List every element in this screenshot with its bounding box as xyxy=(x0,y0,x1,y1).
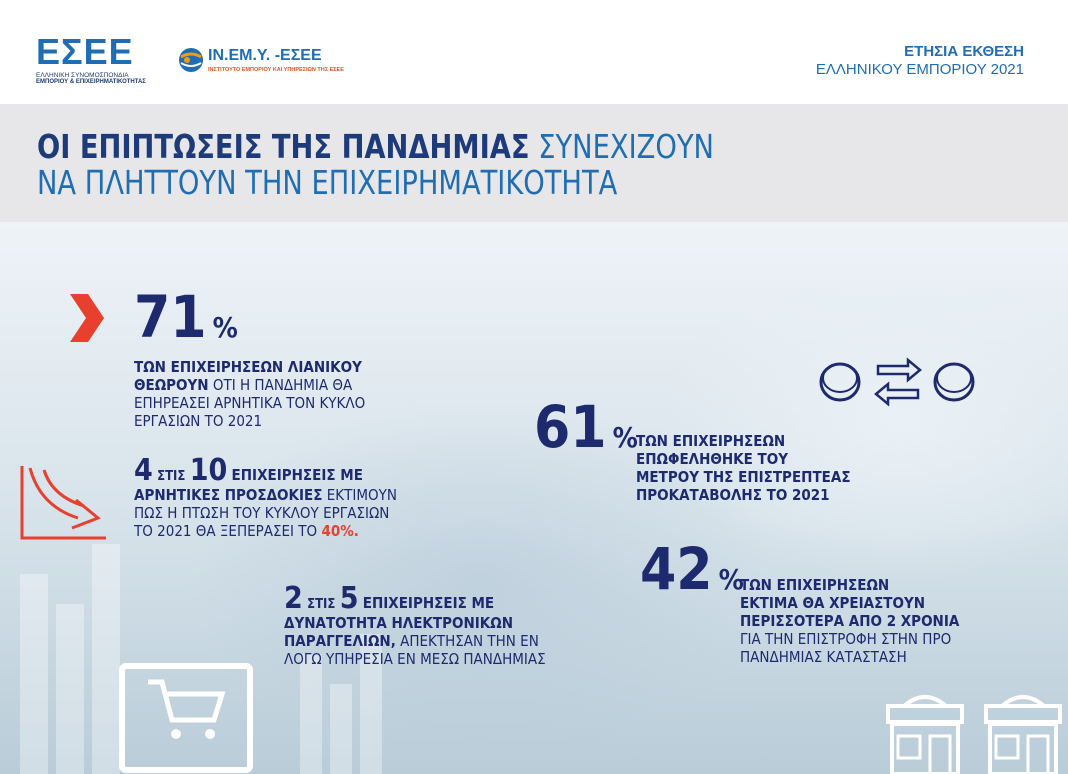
header: ΕΣΕΕ ΕΛΛΗΝΙΚΗ ΣΥΝΟΜΟΣΠΟΝΔΙΑ ΕΜΠΟΡΙΟΥ & Ε… xyxy=(0,0,1068,104)
stat-71-text: ΤΩΝ ΕΠΙΧΕΙΡΗΣΕΩΝ ΛΙΑΝΙΚΟΥ ΘΕΩΡΟΥΝ ΟΤΙ Η … xyxy=(134,358,366,430)
stat-4of10-a: 4 xyxy=(134,453,153,488)
inemy-logo-tagline: ΙΝΣΤΙΤΟΥΤΟ ΕΜΠΟΡΙΟΥ ΚΑΙ ΥΠΗΡΕΣΙΩΝ ΤΗΣ ΕΣ… xyxy=(208,67,344,73)
stat-61-value: 61% xyxy=(534,393,638,461)
stat-2of5-a: 2 xyxy=(284,581,303,616)
report-title-line1: ΕΤΗΣΙΑ ΕΚΘΕΣΗ xyxy=(904,43,1024,60)
stat-71-value: 71% xyxy=(134,283,238,351)
inemy-logo-name: ΙΝ.ΕΜ.Υ. -ΕΣΕΕ xyxy=(208,47,322,64)
decline-chart-icon xyxy=(20,466,106,540)
esee-logo[interactable]: ΕΣΕΕ ΕΛΛΗΝΙΚΗ ΣΥΝΟΜΟΣΠΟΝΔΙΑ ΕΜΠΟΡΙΟΥ & Ε… xyxy=(36,31,146,86)
stat-4of10-b: 10 xyxy=(189,453,228,488)
esee-logo-text: ΕΣΕΕ xyxy=(36,31,134,72)
page-title-rest: ΣΥΝΕΧΙΖΟΥΝ xyxy=(529,127,714,166)
shopping-cart-monitor-icon xyxy=(119,663,253,773)
stat-2of5-b: 5 xyxy=(339,581,359,616)
shop-icon xyxy=(984,695,1062,774)
stat-2of5-text: 2 ΣΤΙΣ 5 ΕΠΙΧΕΙΡΗΣΕΙΣ ΜΕ ΔΥΝΑΤΟΤΗΤΑ ΗΛΕΚ… xyxy=(284,581,546,669)
esee-logo-sub2: ΕΜΠΟΡΙΟΥ & ΕΠΙΧΕΙΡΗΜΑΤΙΚΟΤΗΤΑΣ xyxy=(36,79,146,85)
background-photo xyxy=(0,222,1068,774)
stat-42-text: ΤΩΝ ΕΠΙΧΕΙΡΗΣΕΩΝ ΕΚΤΙΜΑ ΘΑ ΧΡΕΙΑΣΤΟΥΝ ΠΕ… xyxy=(740,576,960,666)
coin-exchange-icon xyxy=(819,357,975,407)
page-title-bold: ΟΙ ΕΠΙΠΤΩΣΕΙΣ ΤΗΣ ΠΑΝΔΗΜΙΑΣ xyxy=(37,127,530,166)
report-title-line2: ΕΛΛΗΝΙΚΟΥ ΕΜΠΟΡΙΟΥ 2021 xyxy=(815,61,1024,78)
esee-logo-sub1: ΕΛΛΗΝΙΚΗ ΣΥΝΟΜΟΣΠΟΝΔΙΑ xyxy=(36,72,129,79)
globe-icon xyxy=(179,48,203,72)
stat-4of10-text: 4 ΣΤΙΣ 10 ΕΠΙΧΕΙΡΗΣΕΙΣ ΜΕ ΑΡΝΗΤΙΚΕΣ ΠΡΟΣ… xyxy=(134,453,397,541)
stat-42-value: 42% xyxy=(640,535,744,603)
stat-61-text: ΤΩΝ ΕΠΙΧΕΙΡΗΣΕΩΝ ΕΠΩΦΕΛΗΘΗΚΕ ΤΟΥ ΜΕΤΡΟΥ … xyxy=(636,432,851,504)
report-title: ΕΤΗΣΙΑ ΕΚΘΕΣΗ ΕΛΛΗΝΙΚΟΥ ΕΜΠΟΡΙΟΥ 2021 xyxy=(816,43,1024,79)
shop-icon xyxy=(886,695,964,774)
page-title-line2: ΝΑ ΠΛΗΤΤΟΥΝ ΤΗΝ ΕΠΙΧΕΙΡΗΜΑΤΙΚΟΤΗΤΑ xyxy=(37,163,618,202)
title-bar xyxy=(0,104,1068,222)
chevron-right-icon xyxy=(70,294,104,342)
page-title: ΟΙ ΕΠΙΠΤΩΣΕΙΣ ΤΗΣ ΠΑΝΔΗΜΙΑΣ ΣΥΝΕΧΙΖΟΥΝ Ν… xyxy=(37,129,865,201)
